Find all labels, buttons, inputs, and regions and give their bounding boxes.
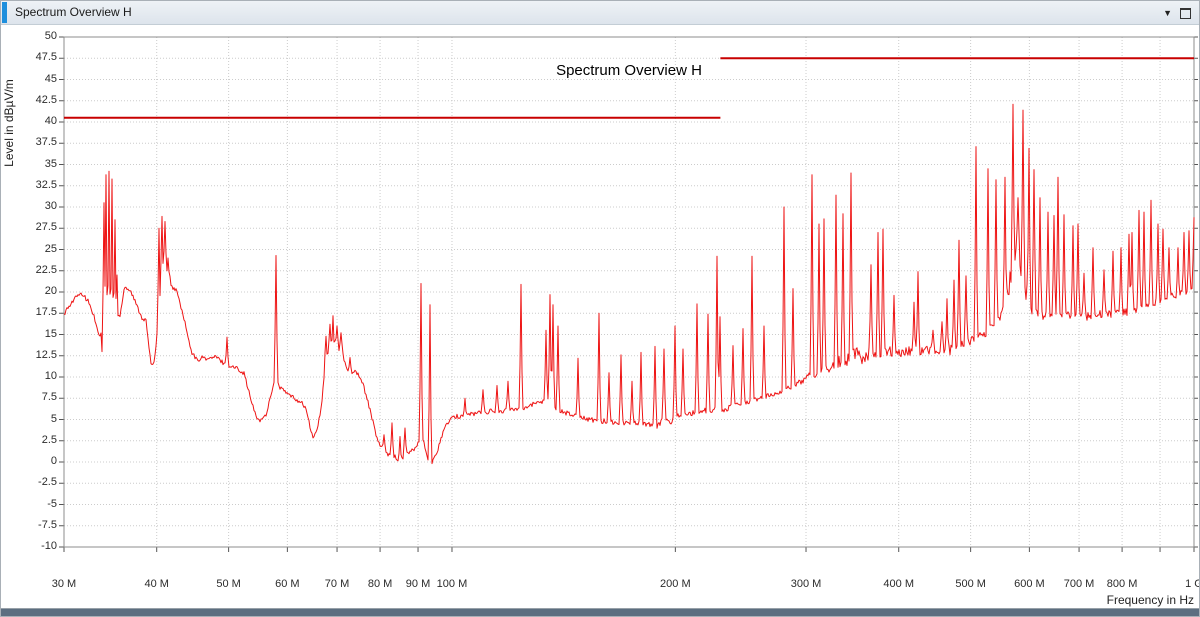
x-tick-label: 30 M <box>51 578 77 590</box>
x-axis-title: Frequency in Hz <box>1106 593 1194 607</box>
maximize-icon[interactable] <box>1180 7 1191 19</box>
y-tick-label: 40 <box>44 115 57 127</box>
x-tick-label: 700 M <box>1063 578 1095 590</box>
y-tick-label: 30 <box>44 200 57 212</box>
x-tick-label: 90 M <box>405 578 431 590</box>
titlebar-accent <box>2 2 7 23</box>
y-tick-label: 0 <box>50 455 57 467</box>
x-tick-label: 500 M <box>955 578 986 590</box>
panel-bottom-bar <box>1 608 1199 616</box>
y-tick-label: 37.5 <box>35 136 57 149</box>
x-tick-label: 1 G <box>1185 578 1199 590</box>
y-tick-label: 10 <box>44 370 57 382</box>
x-tick-label: 80 M <box>367 578 393 590</box>
y-tick-label: 32.5 <box>35 178 57 191</box>
y-tick-label: 2.5 <box>41 433 57 446</box>
y-tick-label: 45 <box>44 72 57 85</box>
y-tick-label: 50 <box>44 30 57 42</box>
spectrum-plot-canvas[interactable] <box>1 25 1200 617</box>
chart-region: Level in dBµV/m Spectrum Overview H 50 47… <box>1 25 1200 617</box>
x-tick-label: 200 M <box>660 578 691 590</box>
y-tick-label: 27.5 <box>35 221 57 234</box>
x-tick-label: 70 M <box>324 578 350 590</box>
x-tick-label: 300 M <box>790 578 822 590</box>
x-tick-label: 800 M <box>1106 578 1138 590</box>
y-tick-label: -10 <box>41 540 57 552</box>
y-tick-label: 25 <box>44 242 57 255</box>
panel-titlebar[interactable]: Spectrum Overview H ▼ <box>1 1 1199 25</box>
x-tick-label: 100 M <box>436 578 468 590</box>
x-tick-label: 60 M <box>275 578 300 590</box>
y-tick-label: 12.5 <box>35 348 57 361</box>
chart-title: Spectrum Overview H <box>556 62 702 79</box>
y-tick-label: -2.5 <box>38 476 57 489</box>
y-tick-label: 15 <box>44 327 57 340</box>
y-tick-label: 35 <box>44 157 57 170</box>
collapse-arrow-icon[interactable]: ▼ <box>1163 7 1172 18</box>
y-tick-label: 47.5 <box>35 51 57 64</box>
panel-title: Spectrum Overview H <box>15 5 132 19</box>
y-tick-label: 22.5 <box>35 263 57 276</box>
x-tick-label: 40 M <box>144 578 169 590</box>
x-tick-label: 600 M <box>1014 578 1045 590</box>
y-tick-label: -5 <box>47 497 57 510</box>
x-tick-label: 50 M <box>216 578 241 590</box>
y-tick-label: 5 <box>50 412 57 425</box>
y-tick-label: 42.5 <box>35 93 57 106</box>
y-tick-label: -7.5 <box>38 518 57 531</box>
y-tick-label: 17.5 <box>35 306 57 319</box>
y-tick-label: 7.5 <box>41 391 57 404</box>
x-tick-label: 400 M <box>883 578 914 590</box>
y-tick-label: 20 <box>44 285 57 297</box>
